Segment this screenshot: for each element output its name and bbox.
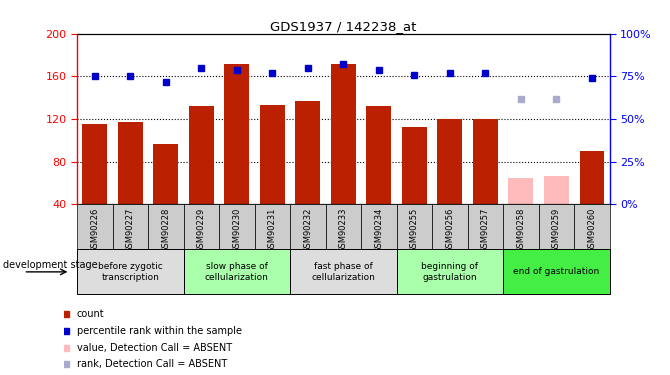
Text: GSM90260: GSM90260 xyxy=(588,208,596,254)
Bar xyxy=(438,119,462,204)
Bar xyxy=(544,176,569,204)
Bar xyxy=(539,204,574,249)
Bar xyxy=(184,249,290,294)
Text: GSM90256: GSM90256 xyxy=(446,208,454,254)
Text: GSM90259: GSM90259 xyxy=(552,208,561,253)
Text: GSM90226: GSM90226 xyxy=(90,208,99,254)
Bar xyxy=(503,204,539,249)
Bar xyxy=(397,249,503,294)
Bar xyxy=(189,106,214,204)
Text: GSM90233: GSM90233 xyxy=(339,208,348,254)
Bar xyxy=(397,204,432,249)
Bar xyxy=(473,119,498,204)
Bar xyxy=(77,249,184,294)
Bar xyxy=(153,144,178,204)
Text: GSM90228: GSM90228 xyxy=(161,208,170,254)
Text: count: count xyxy=(77,309,105,320)
Bar xyxy=(260,105,285,204)
Text: percentile rank within the sample: percentile rank within the sample xyxy=(77,326,242,336)
Bar xyxy=(148,204,184,249)
Text: value, Detection Call = ABSENT: value, Detection Call = ABSENT xyxy=(77,343,232,352)
Bar xyxy=(361,204,397,249)
Bar xyxy=(219,204,255,249)
Bar xyxy=(255,204,290,249)
Bar xyxy=(113,204,148,249)
Text: GSM90255: GSM90255 xyxy=(410,208,419,253)
Bar xyxy=(503,249,610,294)
Bar xyxy=(468,204,503,249)
Text: GSM90232: GSM90232 xyxy=(304,208,312,254)
Bar xyxy=(290,204,326,249)
Text: GSM90257: GSM90257 xyxy=(481,208,490,254)
Text: slow phase of
cellularization: slow phase of cellularization xyxy=(205,262,269,282)
Bar xyxy=(509,178,533,204)
Text: fast phase of
cellularization: fast phase of cellularization xyxy=(312,262,375,282)
Bar xyxy=(574,204,610,249)
Bar xyxy=(366,106,391,204)
Bar xyxy=(326,204,361,249)
Text: GSM90230: GSM90230 xyxy=(232,208,241,254)
Bar xyxy=(224,64,249,204)
Bar xyxy=(290,249,397,294)
Title: GDS1937 / 142238_at: GDS1937 / 142238_at xyxy=(270,20,417,33)
Text: beginning of
gastrulation: beginning of gastrulation xyxy=(421,262,478,282)
Bar xyxy=(580,151,604,204)
Text: GSM90258: GSM90258 xyxy=(517,208,525,254)
Bar xyxy=(295,101,320,204)
Text: GSM90231: GSM90231 xyxy=(268,208,277,254)
Text: GSM90227: GSM90227 xyxy=(126,208,135,254)
Text: rank, Detection Call = ABSENT: rank, Detection Call = ABSENT xyxy=(77,359,227,369)
Text: development stage: development stage xyxy=(3,260,98,270)
Bar xyxy=(402,126,427,204)
Text: GSM90234: GSM90234 xyxy=(375,208,383,254)
Text: end of gastrulation: end of gastrulation xyxy=(513,267,600,276)
Bar xyxy=(118,122,143,204)
Bar xyxy=(331,64,356,204)
Text: GSM90229: GSM90229 xyxy=(197,208,206,253)
Text: before zygotic
transcription: before zygotic transcription xyxy=(98,262,163,282)
Bar xyxy=(82,124,107,204)
Bar xyxy=(432,204,468,249)
Bar xyxy=(77,204,113,249)
Bar xyxy=(184,204,219,249)
